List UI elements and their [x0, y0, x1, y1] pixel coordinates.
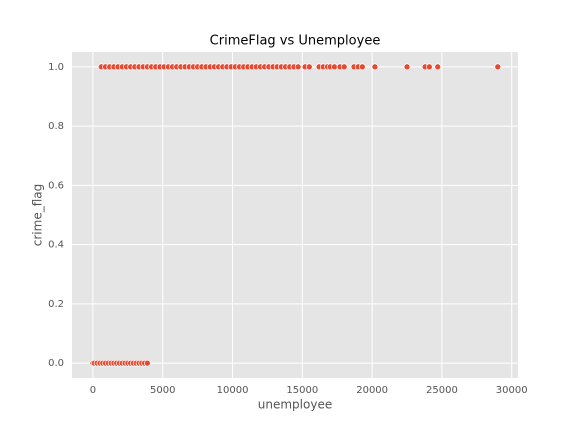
point: [294, 63, 302, 71]
chart-title: CrimeFlag vs Unemployee: [210, 34, 381, 49]
x-tick-label: 15000: [286, 385, 318, 396]
y-axis-label: crime_flag: [31, 184, 45, 246]
y-tick-label: 0.4: [48, 240, 64, 251]
point: [403, 63, 411, 71]
x-tick-label: 20000: [356, 385, 388, 396]
x-tick-label: 0: [90, 385, 96, 396]
x-tick-label: 10000: [217, 385, 249, 396]
y-tick-label: 0.0: [48, 358, 64, 369]
point: [494, 63, 502, 71]
point: [426, 63, 433, 71]
x-axis-label: unemployee: [258, 398, 332, 412]
y-tick-label: 0.6: [48, 180, 64, 191]
x-tick-label: 25000: [426, 385, 458, 396]
point: [359, 63, 366, 71]
x-tick-label: 30000: [496, 385, 528, 396]
plot-area: [72, 52, 518, 378]
point: [434, 63, 442, 71]
y-tick-label: 0.8: [48, 121, 64, 132]
point: [331, 63, 338, 71]
y-tick-label: 1.0: [48, 62, 64, 73]
point: [340, 63, 348, 71]
x-tick-label: 5000: [150, 385, 175, 396]
point: [305, 63, 313, 71]
point: [371, 63, 379, 71]
point: [144, 359, 151, 367]
y-tick-label: 0.2: [48, 299, 64, 310]
